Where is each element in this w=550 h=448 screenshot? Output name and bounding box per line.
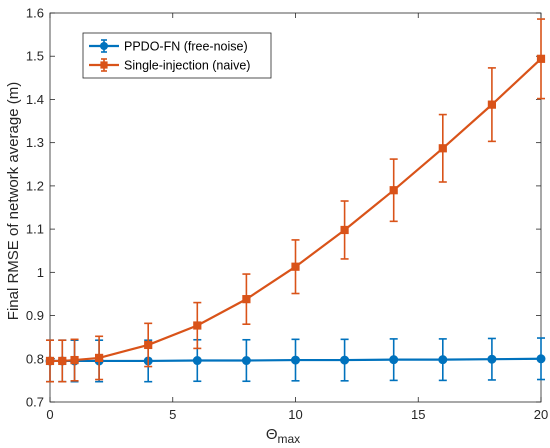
- x-tick-label: 15: [411, 407, 425, 422]
- axes: 0 5 10 15 20 0.7 0.8 0.9 1 1.1 1.2 1.3 1.4 1.5 1.6: [26, 6, 548, 423]
- y-tick-label: 0.8: [26, 351, 44, 366]
- data-point: [144, 340, 153, 350]
- data-point: [438, 355, 448, 365]
- y-tick-label: 1: [37, 265, 44, 280]
- data-point: [389, 355, 399, 365]
- x-tick-label: 10: [288, 407, 302, 422]
- x-tick-label: 0: [46, 407, 53, 422]
- y-tick-label: 1.6: [26, 6, 44, 21]
- y-tick-label: 1.5: [26, 49, 44, 64]
- x-tick-label: 20: [534, 407, 548, 422]
- data-point: [340, 355, 350, 365]
- legend-item: PPDO-FN (free-noise): [89, 39, 248, 54]
- data-point: [340, 225, 349, 235]
- data-point: [242, 295, 251, 304]
- data-point: [241, 356, 251, 366]
- y-tick-label: 0.7: [26, 395, 44, 410]
- data-point: [487, 100, 496, 109]
- data-point: [487, 354, 497, 364]
- data-point: [45, 356, 55, 366]
- data-point: [389, 186, 398, 195]
- legend: PPDO-FN (free-noise) Single-injection (na…: [82, 32, 272, 79]
- x-axis-label-symbol: Θ: [266, 426, 278, 443]
- data-point: [536, 354, 546, 364]
- data-point: [192, 356, 202, 366]
- y-tick-label: 1.1: [26, 222, 44, 237]
- y-tick-label: 1.4: [26, 92, 44, 107]
- y-tick-label: 0.9: [26, 308, 44, 323]
- legend-marker: [100, 61, 108, 69]
- data-point: [291, 355, 300, 365]
- y-tick-label: 1.2: [26, 178, 44, 193]
- x-axis-label-subscript: max: [278, 432, 301, 446]
- legend-box: [82, 32, 272, 79]
- y-axis-label: Final RMSE of network average (m): [5, 82, 22, 320]
- y-tick-label: 1.3: [26, 135, 44, 150]
- data-point: [438, 144, 447, 153]
- legend-marker: [100, 42, 108, 50]
- legend-item: Single-injection (naive): [89, 58, 250, 73]
- data-point: [193, 321, 202, 330]
- x-axis-label: Θmax: [266, 426, 300, 446]
- data-point: [291, 262, 300, 271]
- legend-label: Single-injection (naive): [124, 59, 250, 73]
- data-point: [536, 54, 546, 63]
- legend-label: PPDO-FN (free-noise): [124, 40, 248, 54]
- data-point: [58, 356, 67, 366]
- series-layer: [45, 18, 546, 383]
- series-single-injection: [45, 18, 546, 383]
- data-point: [95, 353, 104, 363]
- data-point: [70, 355, 79, 365]
- x-tick-label: 5: [169, 407, 176, 422]
